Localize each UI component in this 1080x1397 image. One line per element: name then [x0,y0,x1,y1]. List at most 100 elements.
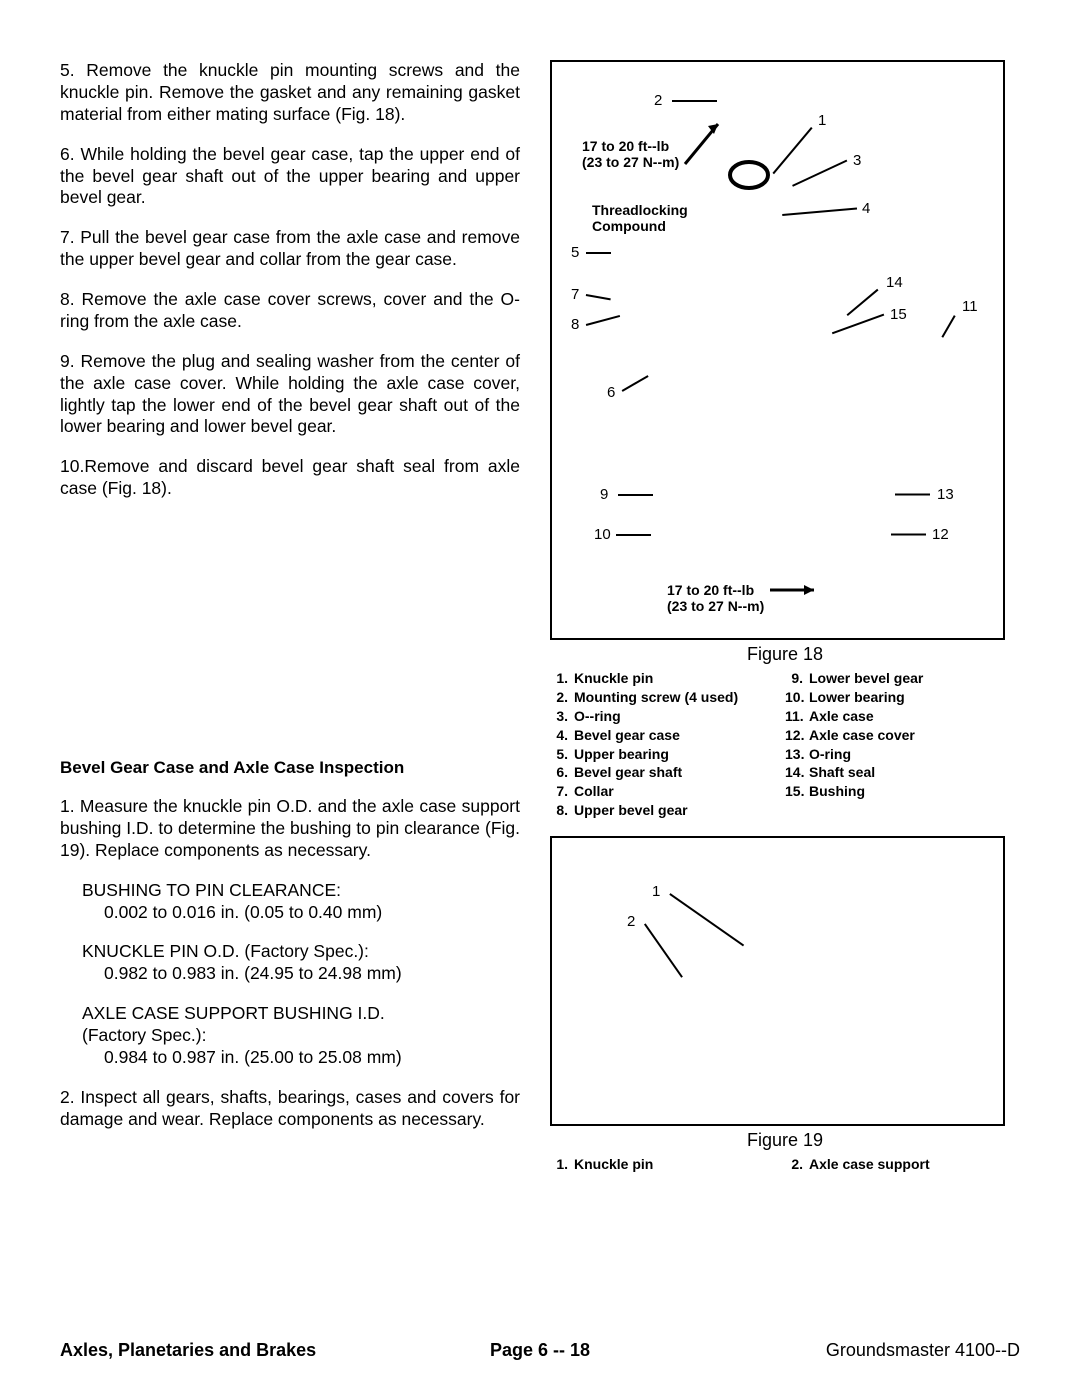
legend-text: Upper bearing [574,745,785,764]
spec-1-label: BUSHING TO PIN CLEARANCE: [82,880,520,902]
callout-4: 4 [862,200,870,217]
spec-1: BUSHING TO PIN CLEARANCE: 0.002 to 0.016… [60,880,520,924]
legend-text: O--ring [574,707,785,726]
callout-line-3 [792,160,847,187]
legend-item: 5.Upper bearing [550,745,785,764]
figure-19-box: 12 [550,836,1005,1126]
section-heading: Bevel Gear Case and Axle Case Inspection [60,758,520,778]
legend-text: Upper bevel gear [574,801,785,820]
figure-18-box: 17 to 20 ft--lb (23 to 27 N--m) Threadlo… [550,60,1005,640]
legend-num: 12. [785,726,809,745]
legend-item: 2.Axle case support [785,1155,1020,1174]
legend-item: 15.Bushing [785,782,1020,801]
torque-label-1b: (23 to 27 N--m) [582,154,679,170]
legend-num: 10. [785,688,809,707]
legend-item: 8.Upper bevel gear [550,801,785,820]
legend-num: 4. [550,726,574,745]
callout-line-10 [616,534,651,536]
callout-14: 14 [886,274,903,291]
callout-line-9 [618,494,653,496]
right-column: 17 to 20 ft--lb (23 to 27 N--m) Threadlo… [550,60,1020,1300]
arrow-up-icon [680,114,730,169]
legend-item: 6.Bevel gear shaft [550,763,785,782]
legend-num: 5. [550,745,574,764]
callout-line-2 [644,923,683,977]
callout-2: 2 [654,92,662,109]
legend-num: 13. [785,745,809,764]
callout-1: 1 [818,112,826,129]
figure-18-legend: 1.Knuckle pin2.Mounting screw (4 used)3.… [550,669,1020,820]
legend-text: Collar [574,782,785,801]
spec-2-label: KNUCKLE PIN O.D. (Factory Spec.): [82,941,520,963]
spec-3-value: 0.984 to 0.987 in. (25.00 to 25.08 mm) [82,1047,520,1069]
callout-13: 13 [937,486,954,503]
callout-12: 12 [932,526,949,543]
callout-line-7 [586,294,611,300]
legend-text: Shaft seal [809,763,1020,782]
callout-11: 11 [962,298,978,315]
step-8: 8. Remove the axle case cover screws, co… [60,289,520,333]
callout-line-4 [782,208,857,216]
legend-num: 3. [550,707,574,726]
callout-1: 1 [652,883,660,900]
legend-item: 2.Mounting screw (4 used) [550,688,785,707]
step-5: 5. Remove the knuckle pin mounting screw… [60,60,520,126]
footer-left: Axles, Planetaries and Brakes [60,1340,316,1361]
legend-item: 1.Knuckle pin [550,669,785,688]
ellipse-icon [726,158,772,192]
spec-1-value: 0.002 to 0.016 in. (0.05 to 0.40 mm) [82,902,520,924]
legend-item: 11.Axle case [785,707,1020,726]
torque-label-2a: 17 to 20 ft--lb [667,582,754,598]
figure-18-caption: Figure 18 [550,644,1020,665]
callout-line-6 [622,375,649,391]
callout-10: 10 [594,526,611,543]
footer-right: Groundsmaster 4100--D [826,1340,1020,1361]
spec-3: AXLE CASE SUPPORT BUSHING I.D. (Factory … [60,1003,520,1069]
legend-text: Bevel gear case [574,726,785,745]
callout-line-5 [586,252,611,254]
legend-text: O-ring [809,745,1020,764]
legend-text: Lower bevel gear [809,669,1020,688]
legend-num: 14. [785,763,809,782]
legend-item: 9.Lower bevel gear [785,669,1020,688]
legend-num: 9. [785,669,809,688]
legend-text: Knuckle pin [574,1155,785,1174]
legend-num: 2. [785,1155,809,1174]
callout-5: 5 [571,244,579,261]
callout-3: 3 [853,152,861,169]
legend-num: 1. [550,669,574,688]
legend-text: Axle case support [809,1155,1020,1174]
legend-text: Mounting screw (4 used) [574,688,785,707]
left-column: 5. Remove the knuckle pin mounting screw… [60,60,520,1300]
callout-line-13 [895,494,930,496]
step-7: 7. Pull the bevel gear case from the axl… [60,227,520,271]
threadlock-label-1: Threadlocking [592,202,688,218]
inspection-1: 1. Measure the knuckle pin O.D. and the … [60,796,520,862]
legend-item: 4.Bevel gear case [550,726,785,745]
callout-line-8 [586,315,620,326]
footer-center: Page 6 -- 18 [490,1340,590,1361]
legend-item: 7.Collar [550,782,785,801]
legend-num: 2. [550,688,574,707]
legend-item: 3.O--ring [550,707,785,726]
step-9: 9. Remove the plug and sealing washer fr… [60,351,520,439]
legend-num: 8. [550,801,574,820]
callout-line-1 [670,893,745,946]
legend-item: 10.Lower bearing [785,688,1020,707]
callout-8: 8 [571,316,579,333]
legend-num: 6. [550,763,574,782]
legend-num: 11. [785,707,809,726]
footer: Axles, Planetaries and Brakes Page 6 -- … [60,1340,1020,1361]
content-area: 5. Remove the knuckle pin mounting screw… [60,60,1020,1300]
spec-2: KNUCKLE PIN O.D. (Factory Spec.): 0.982 … [60,941,520,985]
callout-line-15 [832,314,884,334]
callout-line-1 [773,127,813,174]
legend-text: Axle case [809,707,1020,726]
legend-num: 1. [550,1155,574,1174]
legend-text: Knuckle pin [574,669,785,688]
callout-6: 6 [607,384,615,401]
step-6: 6. While holding the bevel gear case, ta… [60,144,520,210]
spec-3-label1: AXLE CASE SUPPORT BUSHING I.D. [82,1003,520,1025]
legend-text: Bevel gear shaft [574,763,785,782]
figure-19-legend: 1.Knuckle pin 2.Axle case support [550,1155,1020,1174]
